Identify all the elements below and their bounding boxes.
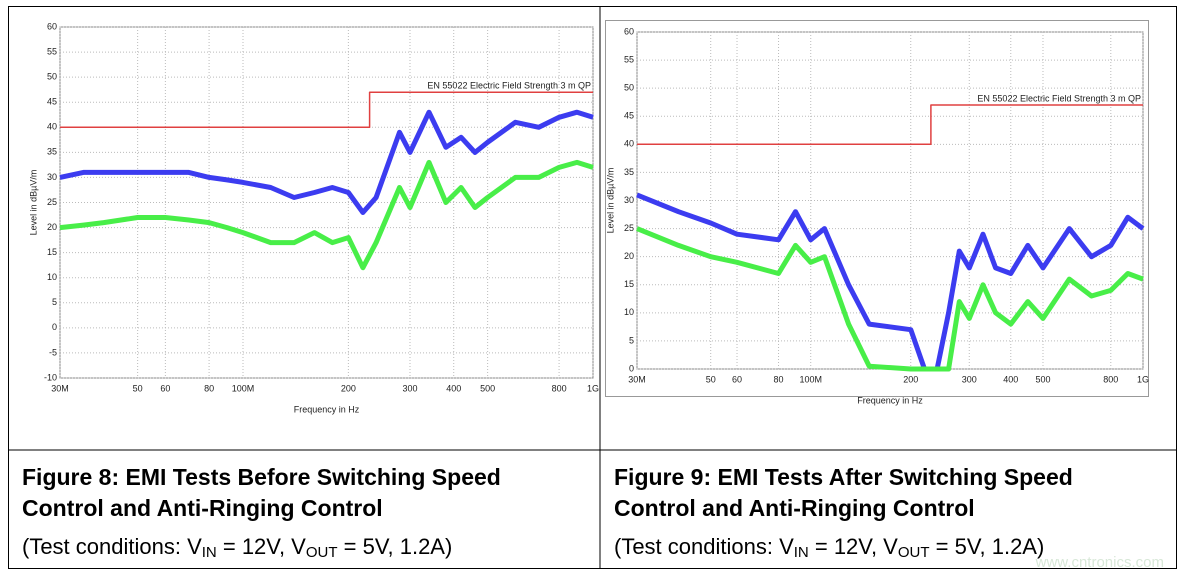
y-tick-label: 20 (47, 222, 57, 232)
y-tick-label: 5 (52, 297, 57, 307)
x-tick-label: 400 (446, 383, 461, 393)
caption-conditions: (Test conditions: VIN = 12V, VOUT = 5V, … (22, 534, 577, 561)
y-tick-label: 30 (624, 195, 634, 205)
text: = 12V, V (808, 534, 898, 559)
table-border (8, 6, 1177, 569)
caption-title: Figure 8: EMI Tests Before Switching Spe… (22, 464, 501, 521)
x-tick-label: 50 (706, 374, 716, 384)
y-tick-label: 55 (624, 54, 634, 64)
y-tick-label: 40 (47, 122, 57, 132)
x-tick-label: 800 (552, 383, 567, 393)
y-tick-label: 50 (624, 83, 634, 93)
y-tick-label: 25 (47, 197, 57, 207)
text: = 5V, 1.2A) (337, 534, 453, 559)
x-tick-label: 80 (774, 374, 784, 384)
y-axis-label: Level in dBµV/m (605, 168, 615, 234)
x-axis-label: Frequency in Hz (294, 404, 360, 414)
y-tick-label: 35 (624, 167, 634, 177)
y-tick-label: 60 (624, 26, 634, 36)
y-tick-label: 5 (629, 335, 634, 345)
y-tick-label: 20 (624, 251, 634, 261)
x-tick-label: 1G (587, 383, 599, 393)
y-tick-label: 15 (47, 247, 57, 257)
series-line (59, 109, 594, 215)
subscript: IN (201, 544, 217, 561)
caption: Figure 9: EMI Tests After Switching Spee… (614, 462, 1154, 561)
y-tick-label: 15 (624, 279, 634, 289)
x-tick-label: 800 (1103, 374, 1118, 384)
subscript: IN (793, 544, 809, 561)
x-tick-label: 30M (51, 383, 69, 393)
figure-frame (605, 20, 1149, 397)
text: (Test conditions: V (22, 534, 202, 559)
x-tick-label: 60 (160, 383, 170, 393)
y-tick-label: 40 (624, 139, 634, 149)
x-tick-label: 80 (204, 383, 214, 393)
text: = 12V, V (216, 534, 306, 559)
x-tick-label: 100M (799, 374, 822, 384)
y-tick-label: -5 (49, 347, 57, 357)
caption-conditions: (Test conditions: VIN = 12V, VOUT = 5V, … (614, 534, 1154, 561)
y-tick-label: 10 (624, 307, 634, 317)
x-tick-label: 30M (628, 374, 646, 384)
x-tick-label: 1G (1137, 374, 1149, 384)
limit-label: EN 55022 Electric Field Strength 3 m QP (427, 81, 591, 91)
y-tick-label: 0 (629, 363, 634, 373)
limit-line (60, 91, 593, 129)
caption: Figure 8: EMI Tests Before Switching Spe… (22, 462, 577, 561)
y-tick-label: 50 (47, 72, 57, 82)
y-tick-label: 60 (47, 21, 57, 31)
y-tick-label: 35 (47, 147, 57, 157)
x-tick-label: 500 (480, 383, 495, 393)
x-tick-label: 400 (1003, 374, 1018, 384)
text: (Test conditions: V (614, 534, 794, 559)
x-tick-label: 100M (232, 383, 255, 393)
y-tick-label: 10 (47, 272, 57, 282)
y-axis-label: Level in dBµV/m (28, 170, 38, 236)
subscript: OUT (897, 544, 930, 561)
x-tick-label: 300 (402, 383, 417, 393)
text: = 5V, 1.2A) (929, 534, 1045, 559)
x-tick-label: 200 (903, 374, 918, 384)
series-line (636, 192, 1145, 372)
y-tick-label: 30 (47, 172, 57, 182)
y-tick-label: 25 (624, 223, 634, 233)
y-tick-label: 45 (47, 97, 57, 107)
x-tick-label: 60 (732, 374, 742, 384)
caption-title: Figure 9: EMI Tests After Switching Spee… (614, 464, 1073, 521)
y-tick-label: -10 (44, 372, 57, 382)
x-tick-label: 200 (341, 383, 356, 393)
x-tick-label: 50 (133, 383, 143, 393)
y-tick-label: 45 (624, 111, 634, 121)
limit-line (637, 104, 1143, 146)
y-tick-label: 0 (52, 322, 57, 332)
limit-label: EN 55022 Electric Field Strength 3 m QP (977, 93, 1141, 103)
series-line (636, 226, 1144, 372)
y-tick-label: 55 (47, 46, 57, 56)
x-tick-label: 500 (1035, 374, 1050, 384)
x-axis-label: Frequency in Hz (857, 395, 923, 405)
watermark: www.cntronics.com (1035, 554, 1164, 571)
series-line (59, 159, 594, 271)
x-tick-label: 300 (962, 374, 977, 384)
subscript: OUT (305, 544, 338, 561)
